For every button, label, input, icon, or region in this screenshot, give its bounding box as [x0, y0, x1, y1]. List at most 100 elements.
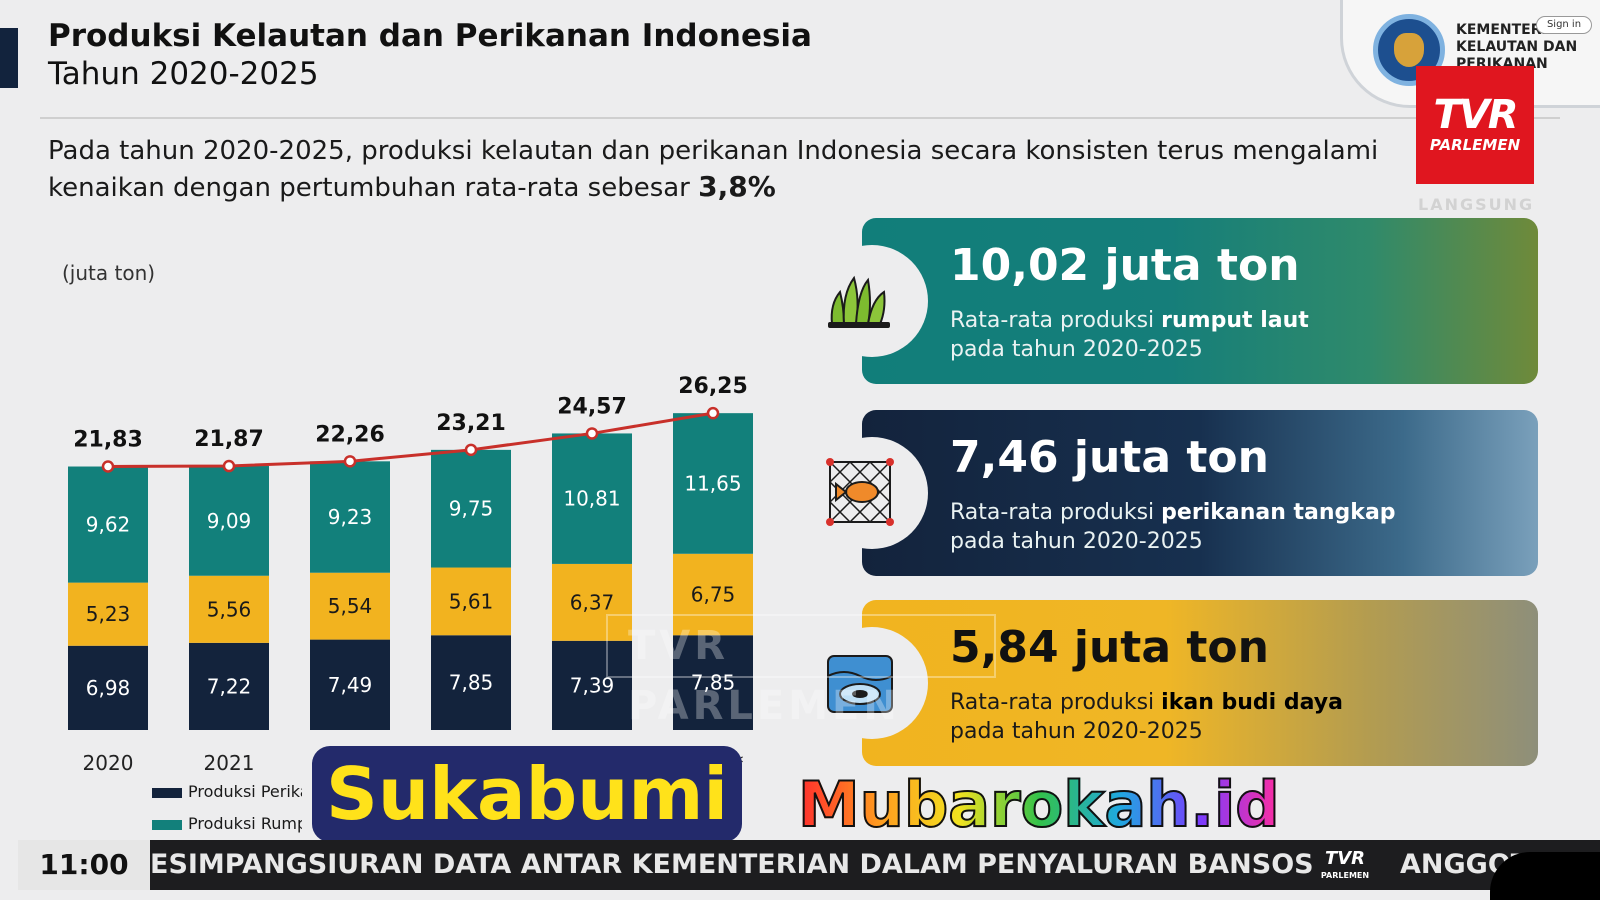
sukabumi-overlay-logo: Sukabumi	[312, 746, 743, 842]
mubarokah-overlay-logo: Mubarokah.id	[797, 767, 1281, 842]
bar-segment	[552, 433, 632, 564]
bar-segment	[189, 466, 269, 576]
legend-swatch-teal	[152, 820, 182, 830]
card-desc-bold: perikanan tangkap	[1161, 500, 1396, 525]
bar-segment	[431, 635, 511, 730]
bar-value-label: 6,98	[86, 676, 131, 700]
total-point	[464, 443, 478, 457]
card-description: Rata-rata produksi perikanan tangkap pad…	[950, 498, 1396, 556]
legend-swatch-navy	[152, 788, 182, 798]
legend-label: Produksi Rumpu	[188, 814, 302, 833]
total-point	[222, 459, 236, 473]
ticker-logo-subtext: PARLEMEN	[1320, 871, 1370, 880]
x-tick-label: 2020	[83, 751, 134, 775]
card-desc-prefix: Rata-rata produksi	[950, 500, 1155, 525]
ticker-headline: ESIMPANGSIURAN DATA ANTAR KEMENTERIAN DA…	[150, 849, 1314, 880]
total-value-label: 21,87	[194, 427, 264, 452]
bar-segment	[68, 466, 148, 583]
card-desc-period: pada tahun 2020-2025	[950, 719, 1203, 744]
bar-segment	[310, 572, 390, 640]
page-subtitle-years: Tahun 2020-2025	[48, 56, 319, 92]
ticker-channel-logo: TVR PARLEMEN	[1318, 846, 1372, 882]
bar-value-label: 9,62	[86, 513, 131, 537]
bar-value-label: 9,75	[449, 497, 494, 521]
summary-text: Pada tahun 2020-2025, produksi kelautan …	[48, 134, 1408, 206]
card-seaweed: 10,02 juta ton Rata-rata produksi rumput…	[862, 218, 1538, 384]
x-tick-label: 2021	[204, 751, 255, 775]
card-desc-period: pada tahun 2020-2025	[950, 337, 1203, 362]
bar-value-label: 11,65	[684, 471, 741, 495]
sign-in-button[interactable]: Sign in	[1536, 16, 1592, 34]
bar-segment	[552, 640, 632, 730]
total-value-label: 22,26	[315, 422, 385, 447]
bar-segment	[310, 639, 390, 730]
bar-value-label: 6,75	[691, 583, 736, 607]
card-desc-bold: ikan budi daya	[1161, 690, 1343, 715]
bar-segment	[310, 461, 390, 573]
legend-item-seaweed: Produksi Rumpu	[152, 808, 302, 840]
card-desc-prefix: Rata-rata produksi	[950, 308, 1155, 333]
page-title: Produksi Kelautan dan Perikanan Indonesi…	[48, 18, 812, 54]
card-description: Rata-rata produksi ikan budi daya pada t…	[950, 688, 1343, 746]
card-value: 7,46 juta ton	[950, 432, 1269, 483]
bar-value-label: 7,85	[691, 671, 736, 695]
bar-segment	[673, 553, 753, 636]
ticker-corner	[1490, 852, 1600, 900]
card-aquaculture: 5,84 juta ton Rata-rata produksi ikan bu…	[862, 600, 1538, 766]
card-value: 5,84 juta ton	[950, 622, 1269, 673]
bar-value-label: 5,56	[207, 597, 252, 621]
bar-segment	[673, 413, 753, 554]
ticker-clock: 11:00	[18, 840, 150, 890]
bar-value-label: 5,54	[328, 594, 373, 618]
tv-logo-subtext: PARLEMEN	[1429, 136, 1521, 154]
tv-logo-text: TVR	[1433, 92, 1518, 138]
total-value-label: 23,21	[436, 411, 506, 436]
bar-value-label: 9,23	[328, 505, 373, 529]
legend-label: Produksi Perikan	[188, 782, 302, 801]
bar-segment	[552, 563, 632, 641]
bar-value-label: 6,37	[570, 590, 615, 614]
bar-segment	[68, 645, 148, 730]
total-trend-line	[107, 411, 714, 469]
bar-segment	[189, 642, 269, 730]
bar-segment	[431, 449, 511, 568]
bar-value-label: 7,22	[207, 674, 252, 698]
card-desc-period: pada tahun 2020-2025	[950, 529, 1203, 554]
total-value-label: 26,25	[678, 374, 748, 399]
seaweed-icon	[828, 275, 890, 328]
bar-value-label: 7,39	[570, 673, 615, 697]
channel-watermark: TVR PARLEMEN	[606, 614, 996, 729]
card-value: 10,02 juta ton	[950, 240, 1300, 291]
legend-item-catch: Produksi Perikan	[152, 776, 302, 808]
bar-value-label: 7,49	[328, 673, 373, 697]
y-unit-label: (juta ton)	[62, 261, 155, 285]
bar-value-label: 9,09	[207, 509, 252, 533]
left-accent-bar	[0, 28, 18, 88]
ticker-logo-text: TVR	[1324, 848, 1366, 869]
card-description: Rata-rata produksi rumput laut pada tahu…	[950, 306, 1309, 364]
bar-value-label: 5,61	[449, 589, 494, 613]
production-bar-chart: (juta ton) 6,98 5,23 9,62 2020 7,22 5,56 9,09 20…	[62, 261, 753, 775]
bar-segment	[431, 567, 511, 636]
bar-segment	[189, 575, 269, 643]
growth-rate: 3,8%	[698, 170, 776, 203]
header-divider	[40, 117, 1560, 119]
fishing-net-icon	[826, 458, 894, 526]
summary-body: Pada tahun 2020-2025, produksi kelautan …	[48, 136, 1379, 203]
bar-value-label: 10,81	[563, 487, 620, 511]
card-capture-fisheries: 7,46 juta ton Rata-rata produksi perikan…	[862, 410, 1538, 576]
total-point	[706, 406, 720, 420]
total-point	[585, 427, 599, 440]
fish-pond-icon	[827, 655, 893, 713]
bar-value-label: 7,85	[449, 671, 494, 695]
card-desc-prefix: Rata-rata produksi	[950, 690, 1155, 715]
bar-segment	[68, 582, 148, 646]
card-desc-bold: rumput laut	[1161, 308, 1309, 333]
total-point	[101, 460, 115, 473]
total-value-label: 24,57	[557, 394, 627, 419]
bar-value-label: 5,23	[86, 602, 131, 626]
total-value-label: 21,83	[73, 428, 143, 453]
total-point	[343, 455, 357, 468]
bar-segment	[673, 635, 753, 730]
news-ticker	[18, 840, 1600, 890]
